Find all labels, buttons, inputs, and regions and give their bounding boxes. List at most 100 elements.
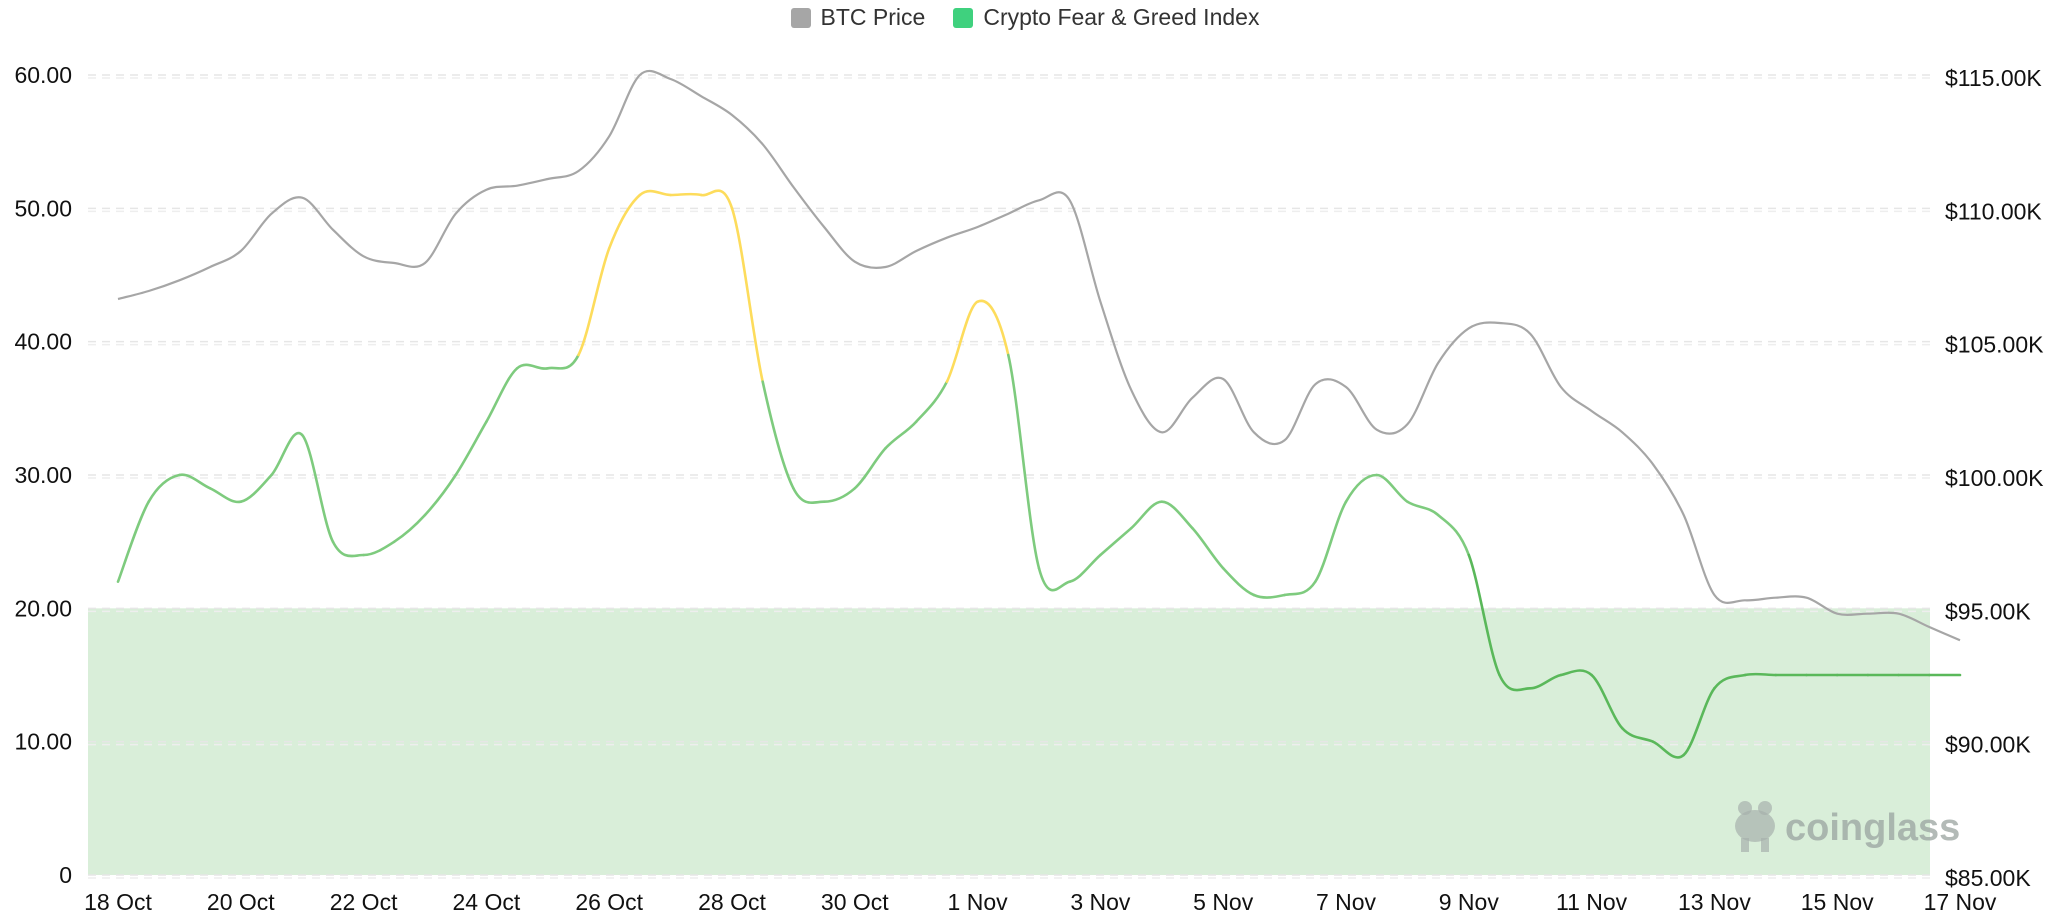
- fear-greed-segment: [362, 540, 396, 557]
- left-tick-label: 20.00: [14, 595, 72, 621]
- right-tick-label: $85.00K: [1945, 865, 2031, 891]
- fear-greed-segment: [792, 487, 826, 505]
- zone-layer: [88, 608, 1930, 875]
- fear-greed-segment: [1007, 353, 1041, 570]
- fear-greed-segment: [1621, 727, 1655, 743]
- legend-swatch-fear-greed: [953, 7, 974, 28]
- right-tick-label: $105.00K: [1945, 332, 2044, 358]
- fear-greed-segment: [454, 420, 488, 477]
- fear-greed-segment: [1467, 553, 1501, 677]
- right-tick-label: $115.00K: [1945, 65, 2042, 91]
- left-tick-label: 10.00: [14, 729, 72, 755]
- x-tick-label: 30 Oct: [821, 889, 889, 915]
- fear-greed-segment: [669, 192, 703, 197]
- fear-greed-segment: [1651, 740, 1685, 759]
- fear-greed-segment: [331, 540, 365, 558]
- fear-greed-segment: [1160, 500, 1194, 530]
- left-tick-label: 40.00: [14, 329, 72, 355]
- legend-label-fear-greed: Crypto Fear & Greed Index: [983, 4, 1260, 30]
- x-tick-label: 5 Nov: [1193, 889, 1254, 915]
- left-tick-label: 60.00: [14, 62, 72, 88]
- fear-greed-segment: [1375, 473, 1409, 503]
- x-tick-label: 9 Nov: [1439, 889, 1500, 915]
- fear-greed-segment: [853, 447, 887, 490]
- fear-greed-segment: [607, 193, 642, 250]
- x-tick-label: 20 Oct: [207, 889, 275, 915]
- fear-greed-segment: [976, 299, 1010, 357]
- fear-greed-segment: [116, 500, 150, 583]
- fear-greed-segment: [1314, 500, 1348, 583]
- fear-greed-segment: [485, 367, 519, 423]
- fear-greed-segment: [1252, 593, 1286, 599]
- fear-greed-segment: [208, 487, 243, 504]
- left-tick-label: 30.00: [14, 462, 72, 488]
- fear-greed-segment: [1590, 673, 1624, 730]
- fear-greed-segment: [1221, 567, 1256, 597]
- fear-greed-segment: [884, 420, 918, 450]
- x-tick-label: 13 Nov: [1678, 889, 1751, 915]
- left-tick-label: 50.00: [14, 195, 72, 221]
- left-axis-ticks: 0 10.00 20.00 30.00 40.00 50.00 60.00: [14, 62, 72, 888]
- fear-greed-segment: [300, 433, 335, 543]
- fear-greed-segment: [147, 473, 181, 503]
- watermark: coinglass: [1735, 801, 1960, 852]
- legend-label-btc-price: BTC Price: [820, 4, 926, 30]
- fear-greed-segment: [515, 363, 550, 370]
- right-axis-ticks: $85.00K $90.00K $95.00K $100.00K $105.00K $11…: [1945, 65, 2044, 891]
- fear-greed-segment: [1037, 567, 1071, 592]
- x-tick-label: 28 Oct: [698, 889, 766, 915]
- fear-greed-segment: [761, 380, 795, 490]
- fear-greed-segment: [945, 300, 979, 383]
- fear-greed-segment: [1099, 527, 1133, 557]
- zone-band-0: [88, 608, 1930, 875]
- x-tick-label: 1 Nov: [948, 889, 1009, 915]
- x-tick-label: 11 Nov: [1556, 889, 1628, 915]
- fear-greed-segment: [546, 353, 580, 370]
- legend-item-btc-price[interactable]: BTC Price: [790, 4, 926, 31]
- series-btc-price: [117, 69, 1961, 642]
- right-tick-label: $90.00K: [1945, 732, 2031, 758]
- fear-greed-segment: [393, 513, 427, 543]
- btc-price-line: [117, 69, 1961, 642]
- fear-greed-segment: [1528, 673, 1563, 690]
- fear-greed-segment: [1682, 687, 1716, 757]
- fear-greed-segment: [1406, 500, 1440, 517]
- fear-greed-segment: [822, 487, 857, 503]
- series-fear-greed: [116, 189, 1962, 759]
- fear-greed-segment: [1743, 672, 1778, 677]
- watermark-text: coinglass: [1785, 807, 1960, 849]
- x-tick-label: 15 Nov: [1801, 889, 1874, 915]
- fear-greed-segment: [577, 247, 611, 357]
- left-tick-label: 0: [59, 862, 72, 888]
- x-tick-label: 7 Nov: [1316, 889, 1377, 915]
- right-tick-label: $100.00K: [1945, 465, 2044, 491]
- legend-swatch-btc-price: [790, 7, 811, 28]
- x-tick-label: 24 Oct: [453, 889, 521, 915]
- x-tick-label: 3 Nov: [1070, 889, 1131, 915]
- right-tick-label: $95.00K: [1945, 598, 2031, 624]
- x-tick-label: 17 Nov: [1924, 889, 1997, 915]
- fear-greed-segment: [730, 207, 764, 383]
- fear-greed-segment: [1344, 473, 1378, 503]
- fear-greed-segment: [423, 473, 457, 517]
- fear-greed-segment: [1436, 513, 1471, 557]
- fear-greed-segment: [1713, 673, 1747, 690]
- fear-greed-segment: [638, 189, 672, 197]
- x-tick-label: 22 Oct: [330, 889, 398, 915]
- fear-greed-segment: [1559, 669, 1593, 677]
- fear-greed-segment: [1191, 527, 1225, 570]
- coinglass-logo-icon: [1735, 801, 1775, 852]
- legend: BTC Price Crypto Fear & Greed Index: [0, 4, 2050, 31]
- x-axis-ticks: 18 Oct 20 Oct 22 Oct 24 Oct 26 Oct 28 Oct 30 O…: [84, 889, 1997, 915]
- fear-greed-segment: [914, 380, 949, 423]
- fear-greed-segment: [1129, 500, 1164, 530]
- fear-greed-segment: [270, 431, 304, 477]
- legend-item-fear-greed[interactable]: Crypto Fear & Greed Index: [953, 4, 1259, 31]
- fear-greed-segment: [1283, 580, 1317, 597]
- fear-greed-segment: [700, 189, 734, 210]
- x-tick-label: 26 Oct: [575, 889, 643, 915]
- x-tick-label: 18 Oct: [84, 889, 152, 915]
- fear-greed-segment: [178, 473, 212, 490]
